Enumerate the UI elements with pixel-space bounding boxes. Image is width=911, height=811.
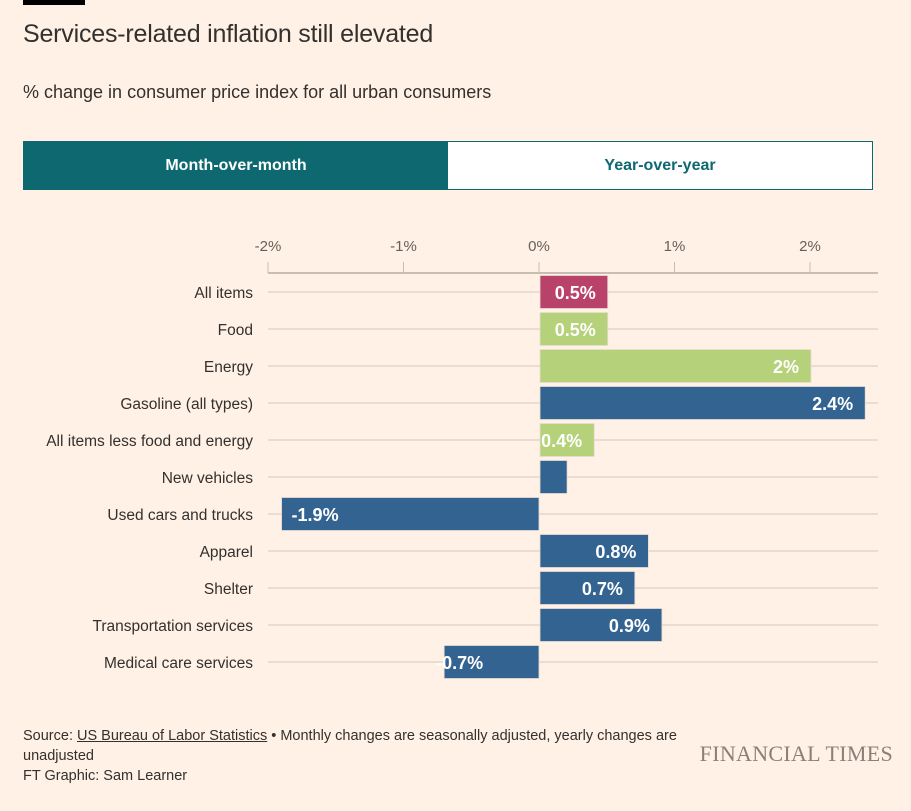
data-label: 0.8% (595, 542, 636, 562)
footer: Source: US Bureau of Labor Statistics • … (23, 726, 683, 786)
bar (443, 645, 540, 679)
category-label: All items (194, 285, 253, 302)
category-label: Energy (204, 359, 253, 376)
x-tick-label: 2% (799, 238, 821, 255)
bar (539, 386, 866, 420)
category-label: New vehicles (162, 470, 254, 487)
category-label: All items less food and energy (46, 433, 253, 450)
ft-logo: FINANCIAL TIMES (699, 741, 893, 766)
bar (281, 497, 540, 531)
bar (539, 275, 609, 309)
data-label: 0.7% (582, 579, 623, 599)
source-link[interactable]: US Bureau of Labor Statistics (77, 728, 268, 744)
data-label: -1.9% (292, 505, 339, 525)
category-label: Food (218, 322, 253, 339)
tab-year-over-year[interactable]: Year-over-year (448, 142, 872, 189)
category-label: Apparel (200, 544, 253, 561)
source-prefix: Source: (23, 728, 77, 744)
bar (539, 608, 663, 642)
data-label: 0.9% (609, 616, 650, 636)
source-note: • Monthly changes are seasonally adjuste… (23, 728, 677, 764)
bar (539, 312, 609, 346)
bar (539, 460, 568, 494)
tab-month-over-month[interactable]: Month-over-month (24, 142, 448, 189)
data-label: 0.4% (541, 431, 582, 451)
bar (539, 534, 649, 568)
data-label: -0.7% (436, 653, 483, 673)
x-tick-label: 0% (528, 238, 550, 255)
bar-chart: -2% -1% 0% 1% 2% All items 0.5% Food 0.5% Energy 2… (46, 238, 878, 679)
category-label: Shelter (204, 581, 253, 598)
x-tick-label: -1% (390, 238, 417, 255)
bar (539, 423, 595, 457)
category-label: Used cars and trucks (107, 507, 253, 524)
graphic-credit: FT Graphic: Sam Learner (23, 768, 188, 784)
chart-title: Services-related inflation still elevate… (23, 20, 434, 48)
top-accent-bar (23, 0, 85, 5)
chart-subtitle: % change in consumer price index for all… (23, 82, 492, 102)
category-label: Medical care services (104, 655, 253, 672)
bar (539, 349, 812, 383)
bar (539, 571, 636, 605)
data-label: 0.5% (555, 320, 596, 340)
data-label: 2% (773, 357, 799, 377)
data-label: 2.4% (812, 394, 853, 414)
view-toggle: Month-over-month Year-over-year (23, 141, 873, 190)
data-label: 0.5% (555, 283, 596, 303)
x-tick-label: 1% (664, 238, 686, 255)
category-label: Transportation services (92, 618, 253, 635)
x-tick-label: -2% (255, 238, 282, 255)
category-label: Gasoline (all types) (120, 396, 253, 413)
